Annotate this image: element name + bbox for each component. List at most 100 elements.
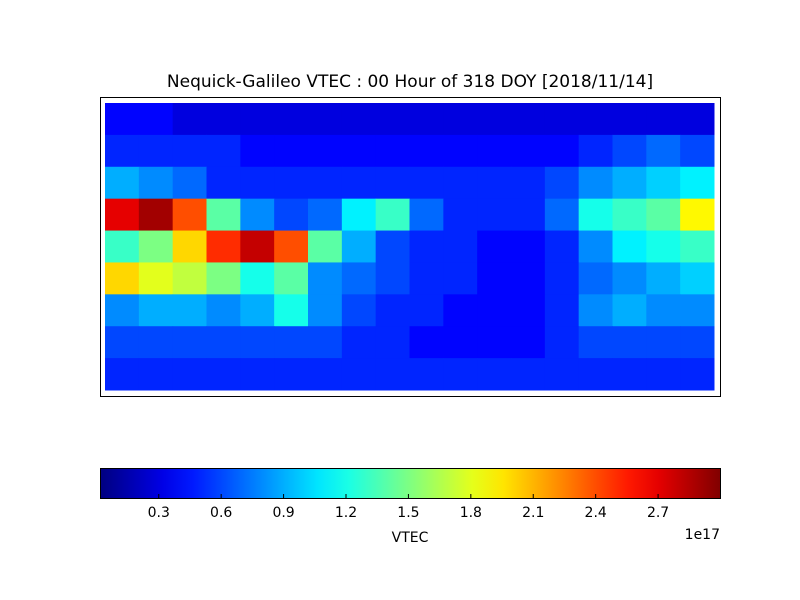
heat-cell (240, 166, 275, 200)
heat-cell (646, 134, 681, 168)
heat-cell (105, 262, 140, 295)
colorbar-tick-label: 1.2 (335, 505, 357, 521)
heat-cell (409, 358, 444, 391)
heat-cell (477, 103, 512, 136)
heat-cell (477, 358, 512, 391)
heat-cell (680, 230, 715, 263)
heat-cell (477, 262, 512, 295)
chart-title: Nequick-Galileo VTEC : 00 Hour of 318 DO… (167, 72, 653, 92)
heat-cell (206, 103, 241, 136)
heat-cell (544, 294, 580, 327)
heat-cell (646, 262, 681, 295)
colorbar-tick-label: 0.6 (210, 505, 232, 521)
heat-cell (646, 198, 681, 232)
heat-cell (511, 358, 546, 391)
heat-cell (477, 326, 512, 359)
heat-cell (308, 134, 343, 168)
heat-cell (544, 103, 580, 136)
heat-cell (375, 198, 410, 232)
heat-cell (477, 134, 512, 168)
heat-cell (443, 134, 478, 168)
heat-cell (375, 134, 410, 168)
heat-cell (172, 326, 207, 359)
heat-cell (206, 198, 241, 232)
heat-cell (308, 294, 343, 327)
heat-cell (511, 103, 546, 136)
heat-cell (138, 358, 174, 391)
heat-cell (240, 134, 275, 168)
heat-cell (511, 230, 546, 263)
heat-cell (274, 103, 309, 136)
heat-cell (105, 134, 140, 168)
heat-cell (544, 134, 580, 168)
heat-cell (578, 230, 613, 263)
heat-cell (375, 294, 410, 327)
heat-cell (646, 358, 681, 391)
heat-cell (341, 134, 377, 168)
heat-cell (511, 134, 546, 168)
heat-cell (544, 262, 580, 295)
heat-cell (105, 358, 140, 391)
heat-cell (409, 103, 444, 136)
heat-cell (341, 294, 377, 327)
heat-cell (612, 134, 647, 168)
heat-cell (240, 326, 275, 359)
heat-cell (172, 262, 207, 295)
heat-cell (240, 230, 275, 263)
heat-cell (172, 166, 207, 200)
heat-cell (105, 326, 140, 359)
heat-cell (308, 358, 343, 391)
heat-cell (206, 134, 241, 168)
heat-cell (308, 198, 343, 232)
heat-cell (341, 198, 377, 232)
heat-cell (443, 103, 478, 136)
heat-cell (105, 103, 140, 136)
heat-cell (646, 103, 681, 136)
heat-cell (138, 294, 174, 327)
heat-cell (511, 166, 546, 200)
colorbar-tick-label: 0.9 (272, 505, 294, 521)
heatmap (105, 103, 715, 391)
heat-cell (409, 262, 444, 295)
heat-cell (646, 326, 681, 359)
heat-cell (240, 103, 275, 136)
heat-cell (544, 230, 580, 263)
heat-cell (105, 166, 140, 200)
map-frame (100, 97, 721, 397)
heat-cell (578, 198, 613, 232)
heat-cell (274, 326, 309, 359)
heat-cell (680, 326, 715, 359)
heat-cell (511, 294, 546, 327)
heat-cell (341, 230, 377, 263)
heat-cell (206, 166, 241, 200)
colorbar (100, 468, 721, 499)
heat-cell (105, 294, 140, 327)
heat-cell (578, 262, 613, 295)
heat-cell (544, 198, 580, 232)
heat-cell (680, 294, 715, 327)
heat-cell (240, 358, 275, 391)
heat-cell (680, 134, 715, 168)
heat-cell (274, 294, 309, 327)
heat-cell (274, 166, 309, 200)
heat-cell (578, 103, 613, 136)
heat-cell (172, 198, 207, 232)
heat-cell (409, 198, 444, 232)
heat-cell (477, 294, 512, 327)
heat-cell (341, 166, 377, 200)
colorbar-tick-label: 1.8 (460, 505, 482, 521)
heat-cell (612, 103, 647, 136)
heat-cell (375, 262, 410, 295)
heat-cell (341, 358, 377, 391)
heat-cell (443, 262, 478, 295)
heat-cell (578, 326, 613, 359)
heat-cell (612, 166, 647, 200)
heat-cell (612, 230, 647, 263)
heat-cell (511, 198, 546, 232)
colorbar-label: VTEC (392, 530, 429, 546)
colorbar-tick-label: 1.5 (397, 505, 419, 521)
heat-cell (578, 294, 613, 327)
colorbar-tick-label: 0.3 (148, 505, 170, 521)
heat-cell (240, 262, 275, 295)
